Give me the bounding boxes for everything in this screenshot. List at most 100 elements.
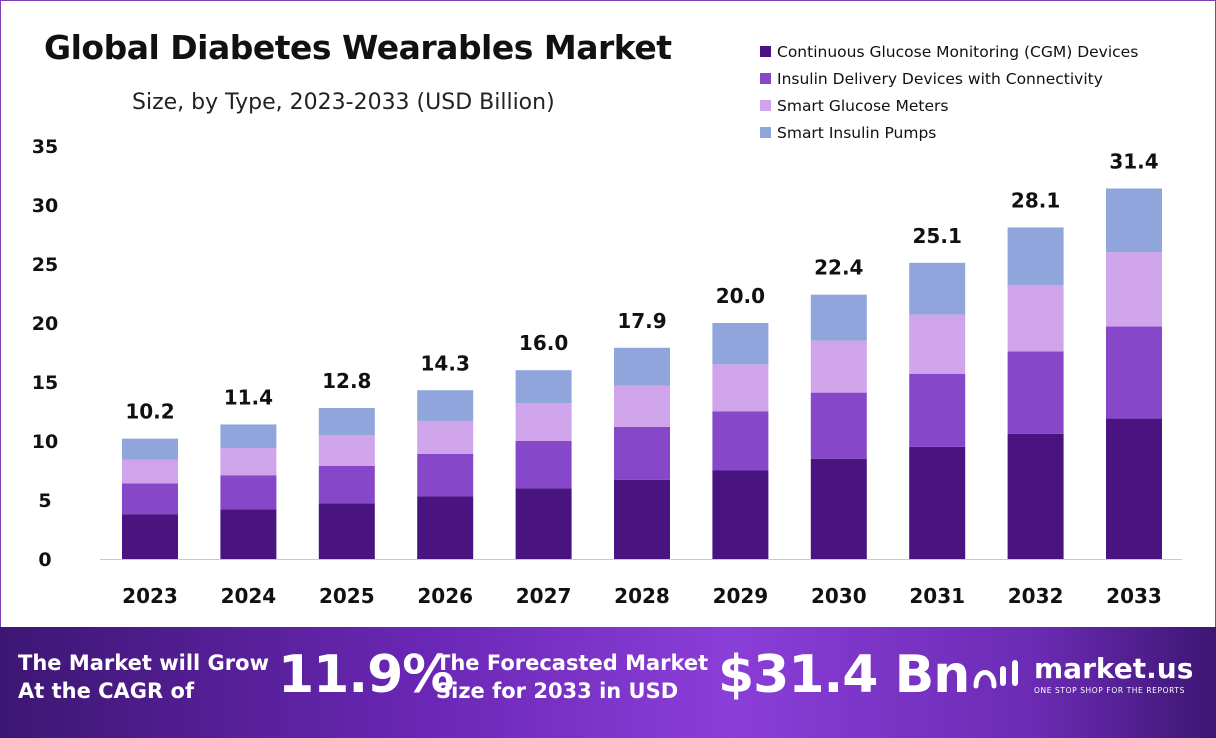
- bar-total-label: 16.0: [519, 331, 568, 355]
- x-tick-label: 2024: [221, 584, 277, 608]
- bar-segment-insulin-delivery: [122, 483, 178, 515]
- bar-segment-smart-insulin-pumps: [1106, 188, 1162, 253]
- market-us-logo-icon: [973, 660, 1018, 689]
- y-tick-label: 20: [32, 313, 58, 335]
- bar-segment-cgm: [515, 488, 572, 559]
- legend-item-cgm: Continuous Glucose Monitoring (CGM) Devi…: [760, 38, 1138, 65]
- bar-total-label: 17.9: [617, 309, 666, 333]
- x-tick-label: 2033: [1106, 584, 1162, 608]
- bar-total-label: 20.0: [716, 284, 765, 308]
- bar-segment-smart-insulin-pumps: [614, 347, 670, 386]
- forecast-value: $31.4 Bn: [718, 645, 970, 705]
- bar-segment-smart-insulin-pumps: [909, 262, 966, 315]
- legend-swatch-smart-insulin-pumps: [760, 127, 771, 138]
- bar-segment-cgm: [318, 503, 375, 559]
- bar-segment-cgm: [1007, 433, 1064, 559]
- bar-segment-insulin-delivery: [417, 453, 474, 497]
- bar-segment-insulin-delivery: [318, 465, 375, 504]
- x-tick-label: 2029: [713, 584, 769, 608]
- bar-segment-insulin-delivery: [1007, 351, 1064, 434]
- bar-segment-smart-glucose-meters: [810, 340, 867, 393]
- forecast-label-line-1: The Forecasted Market: [436, 651, 709, 675]
- y-tick-label: 25: [32, 254, 58, 276]
- y-tick-label: 15: [32, 372, 58, 394]
- chart-legend: Continuous Glucose Monitoring (CGM) Devi…: [760, 38, 1138, 146]
- bar-segment-smart-glucose-meters: [614, 385, 670, 427]
- cagr-label-line-1: The Market will Grow: [18, 651, 269, 675]
- bar-segment-smart-insulin-pumps: [810, 294, 867, 341]
- x-tick-label: 2023: [122, 584, 178, 608]
- legend-item-smart-glucose-meters: Smart Glucose Meters: [760, 92, 1138, 119]
- bar-segment-smart-glucose-meters: [318, 435, 375, 466]
- bar-total-label: 11.4: [224, 385, 273, 409]
- bar-segment-smart-insulin-pumps: [515, 370, 572, 404]
- bar-total-label: 14.3: [421, 351, 470, 375]
- legend-label-insulin-delivery: Insulin Delivery Devices with Connectivi…: [777, 69, 1103, 88]
- legend-swatch-insulin-delivery: [760, 73, 771, 84]
- y-tick-label: 5: [38, 490, 51, 512]
- bar-segment-smart-insulin-pumps: [1007, 227, 1064, 286]
- bar-segment-smart-insulin-pumps: [318, 407, 375, 436]
- x-tick-label: 2032: [1008, 584, 1064, 608]
- bar-total-label: 28.1: [1011, 188, 1060, 212]
- bar-segment-insulin-delivery: [614, 426, 670, 480]
- cagr-label-line-2: At the CAGR of: [18, 679, 195, 703]
- bar-total-label: 25.1: [913, 224, 962, 248]
- bar-segment-cgm: [417, 496, 474, 559]
- bar-total-label: 10.2: [125, 400, 174, 424]
- bar-segment-smart-glucose-meters: [220, 448, 277, 476]
- legend-item-insulin-delivery: Insulin Delivery Devices with Connectivi…: [760, 65, 1138, 92]
- x-tick-label: 2025: [319, 584, 375, 608]
- bar-segment-cgm: [122, 514, 178, 559]
- y-tick-label: 35: [32, 136, 58, 158]
- bar-segment-smart-glucose-meters: [515, 403, 572, 441]
- x-tick-label: 2031: [909, 584, 965, 608]
- bar-segment-insulin-delivery: [909, 373, 966, 447]
- legend-label-cgm: Continuous Glucose Monitoring (CGM) Devi…: [777, 42, 1139, 61]
- bar-segment-insulin-delivery: [712, 411, 769, 471]
- bar-segment-cgm: [810, 458, 867, 559]
- legend-item-smart-insulin-pumps: Smart Insulin Pumps: [760, 119, 1138, 146]
- chart-title: Global Diabetes Wearables Market: [44, 28, 672, 67]
- bar-segment-insulin-delivery: [1106, 326, 1162, 419]
- bar-segment-smart-glucose-meters: [1106, 252, 1162, 327]
- bar-segment-smart-glucose-meters: [1007, 285, 1064, 352]
- bar-segment-smart-glucose-meters: [712, 364, 769, 412]
- bar-total-label: 31.4: [1109, 149, 1158, 173]
- cagr-label: The Market will Grow At the CAGR of: [18, 649, 269, 705]
- bar-segment-smart-glucose-meters: [909, 314, 966, 374]
- bar-total-label: 12.8: [322, 369, 371, 393]
- legend-label-smart-glucose-meters: Smart Glucose Meters: [777, 96, 949, 115]
- legend-swatch-cgm: [760, 46, 771, 57]
- logo-name: market.us: [1034, 652, 1194, 685]
- y-tick-label: 0: [38, 549, 51, 571]
- bar-segment-cgm: [712, 470, 769, 559]
- market-us-logo: market.us ONE STOP SHOP FOR THE REPORTS: [972, 652, 1202, 702]
- forecast-label-line-2: Size for 2033 in USD: [436, 679, 679, 703]
- bar-segment-smart-glucose-meters: [122, 459, 178, 484]
- forecast-label: The Forecasted Market Size for 2033 in U…: [436, 649, 708, 705]
- bar-segment-cgm: [220, 509, 277, 559]
- cagr-value: 11.9%: [278, 645, 454, 705]
- bar-segment-smart-insulin-pumps: [220, 424, 277, 449]
- chart-subtitle: Size, by Type, 2023-2033 (USD Billion): [132, 90, 555, 115]
- bar-segment-smart-insulin-pumps: [712, 323, 769, 365]
- stacked-bar-chart: 0510152025303510.2202311.4202412.8202514…: [32, 136, 1182, 608]
- bar-segment-cgm: [909, 446, 966, 559]
- logo-tagline: ONE STOP SHOP FOR THE REPORTS: [1034, 686, 1185, 695]
- y-tick-label: 30: [32, 195, 58, 217]
- bar-segment-cgm: [1106, 418, 1162, 559]
- bar-segment-insulin-delivery: [220, 475, 277, 510]
- bar-segment-insulin-delivery: [810, 392, 867, 459]
- y-tick-label: 10: [32, 431, 58, 453]
- bar-total-label: 22.4: [814, 256, 863, 280]
- legend-swatch-smart-glucose-meters: [760, 100, 771, 111]
- x-tick-label: 2027: [516, 584, 572, 608]
- bar-segment-smart-insulin-pumps: [417, 390, 474, 421]
- bar-segment-smart-glucose-meters: [417, 420, 474, 454]
- x-tick-label: 2030: [811, 584, 867, 608]
- bar-segment-smart-insulin-pumps: [122, 438, 178, 460]
- x-tick-label: 2026: [417, 584, 473, 608]
- bar-segment-cgm: [614, 479, 670, 559]
- legend-label-smart-insulin-pumps: Smart Insulin Pumps: [777, 123, 937, 142]
